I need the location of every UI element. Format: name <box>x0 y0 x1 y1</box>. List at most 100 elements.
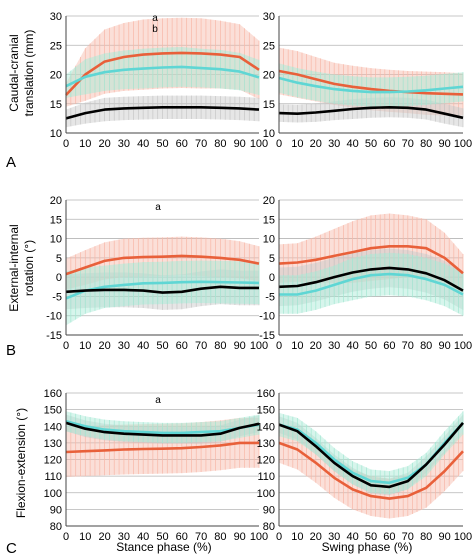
x-tick-label: 50 <box>365 340 377 352</box>
x-tick-label: 40 <box>137 138 149 150</box>
x-tick-label: 0 <box>63 531 69 543</box>
x-tick-label: 50 <box>156 531 168 543</box>
x-tick-label: 70 <box>195 531 207 543</box>
annotation-label: a <box>152 13 158 24</box>
x-tick-label: 80 <box>420 138 432 150</box>
x-tick-label: 90 <box>438 340 450 352</box>
mean-line-s2 <box>65 65 260 88</box>
x-tick-label: 70 <box>402 138 414 150</box>
mean-line-s3 <box>278 422 464 489</box>
x-tick-label: 10 <box>291 138 303 150</box>
ylabel-row-a-line1: Caudal-cranial <box>7 34 21 111</box>
y-tick-label: 10 <box>50 128 62 140</box>
y-tick-label: 25 <box>50 40 62 52</box>
xlabel-swing: Swing phase (%) <box>322 540 413 554</box>
y-tick-label: 10 <box>263 128 275 140</box>
x-tick-label: 60 <box>383 340 395 352</box>
mean-line-s3 <box>278 266 464 292</box>
mean-line-s2 <box>65 280 260 300</box>
x-tick-label: 10 <box>291 531 303 543</box>
x-tick-label: 60 <box>383 531 395 543</box>
mean-line-s1 <box>65 254 260 276</box>
y-tick-label: 20 <box>50 70 62 82</box>
x-tick-label: 30 <box>328 340 340 352</box>
panel-letter-a: A <box>6 154 16 171</box>
panel-c-left: 80 90 100 110 120 130 140 150 160 0 10 20 30 40 50 60 70… <box>44 388 269 543</box>
y-tick-label: -15 <box>259 330 275 342</box>
y-tick-label: 25 <box>263 40 275 52</box>
y-tick-label: 0 <box>269 272 275 284</box>
y-tick-label: 30 <box>50 11 62 23</box>
mean-line-s3 <box>65 285 259 294</box>
panel-b-left: -15 -10 -5 0 5 10 15 20 0 10 20 30 40 50 60 70 80 90 100 a <box>46 195 268 352</box>
x-tick-label: 30 <box>328 138 340 150</box>
y-tick-label: 90 <box>263 504 275 516</box>
y-tick-label: 80 <box>50 521 62 533</box>
y-tick-label: 160 <box>44 388 62 400</box>
y-tick-label: -10 <box>259 311 275 323</box>
x-tick-label: 30 <box>118 531 130 543</box>
mean-line-s1 <box>65 51 260 96</box>
x-tick-label: 0 <box>276 340 282 352</box>
y-tick-label: 120 <box>257 455 275 467</box>
y-tick-label: 10 <box>263 234 275 246</box>
x-tick-label: 70 <box>195 340 207 352</box>
y-tick-label: 140 <box>44 421 62 433</box>
x-tick-label: 50 <box>156 138 168 150</box>
mean-line-s2 <box>278 76 464 94</box>
x-tick-label: 90 <box>234 340 246 352</box>
y-tick-label: 100 <box>257 488 275 500</box>
x-tick-label: 90 <box>234 138 246 150</box>
x-tick-label: 100 <box>454 531 472 543</box>
y-tick-label: 80 <box>263 521 275 533</box>
annotation-label: a <box>155 395 161 406</box>
panel-letter-c: C <box>6 540 17 557</box>
x-tick-label: 60 <box>176 340 188 352</box>
x-tick-label: 80 <box>420 340 432 352</box>
x-tick-label: 20 <box>310 138 322 150</box>
ylabel-row-b-line1: External-internal <box>7 224 21 311</box>
y-tick-label: 120 <box>44 455 62 467</box>
ylabel-row-c: Flexion-extension (°) <box>14 408 28 518</box>
x-tick-label: 100 <box>454 138 472 150</box>
y-tick-label: 30 <box>263 11 275 23</box>
x-tick-label: 40 <box>137 340 149 352</box>
mean-line-s3 <box>278 106 464 120</box>
y-tick-label: 140 <box>257 421 275 433</box>
y-tick-label: 110 <box>257 471 275 483</box>
x-tick-label: 80 <box>214 531 226 543</box>
x-tick-label: 40 <box>346 531 358 543</box>
mean-line-s2 <box>279 272 464 296</box>
x-tick-label: 40 <box>346 340 358 352</box>
x-tick-label: 30 <box>328 531 340 543</box>
y-tick-label: 5 <box>269 253 275 265</box>
y-tick-label: -15 <box>46 330 62 342</box>
y-tick-label: 15 <box>50 99 62 111</box>
y-tick-label: 130 <box>44 438 62 450</box>
x-tick-label: 90 <box>234 531 246 543</box>
y-tick-label: 20 <box>263 70 275 82</box>
x-tick-label: 20 <box>98 138 110 150</box>
ylabel-row-a-line2: translation (mm) <box>22 30 36 117</box>
y-tick-label: 15 <box>50 214 62 226</box>
x-tick-label: 100 <box>454 340 472 352</box>
x-tick-label: 20 <box>98 531 110 543</box>
x-tick-label: 50 <box>156 340 168 352</box>
y-tick-label: 110 <box>44 471 62 483</box>
x-tick-label: 10 <box>79 138 91 150</box>
x-tick-label: 10 <box>79 340 91 352</box>
x-tick-label: 50 <box>365 531 377 543</box>
x-tick-label: 20 <box>310 531 322 543</box>
mean-line-s1 <box>278 441 464 500</box>
x-tick-label: 100 <box>250 531 268 543</box>
mean-line-s1 <box>65 441 259 454</box>
y-tick-label: 15 <box>263 99 275 111</box>
xlabel-stance: Stance phase (%) <box>116 540 211 554</box>
annotation-label: b <box>152 24 158 35</box>
y-tick-label: 0 <box>56 272 62 284</box>
panel-b-right: -15 -10 -5 0 5 10 15 20 0 10 20 30 40 50 60 70 80 90 100 <box>259 195 472 352</box>
mean-line-s3 <box>65 106 260 120</box>
x-tick-label: 90 <box>438 531 450 543</box>
